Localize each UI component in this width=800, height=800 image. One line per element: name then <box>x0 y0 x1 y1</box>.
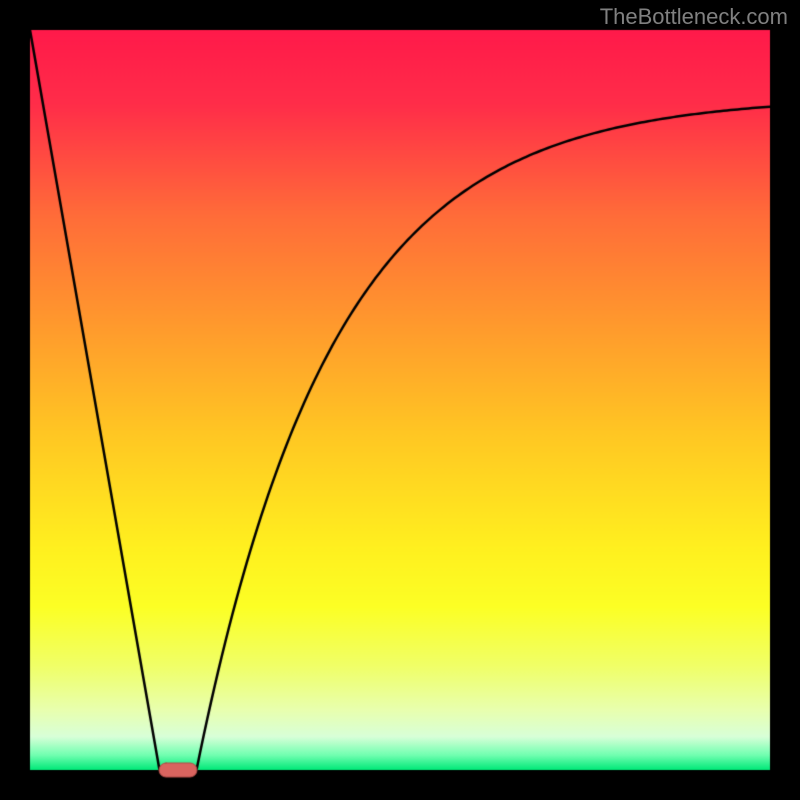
watermark-label: TheBottleneck.com <box>600 4 788 30</box>
chart-container: TheBottleneck.com <box>0 0 800 800</box>
bottleneck-chart-canvas <box>0 0 800 800</box>
